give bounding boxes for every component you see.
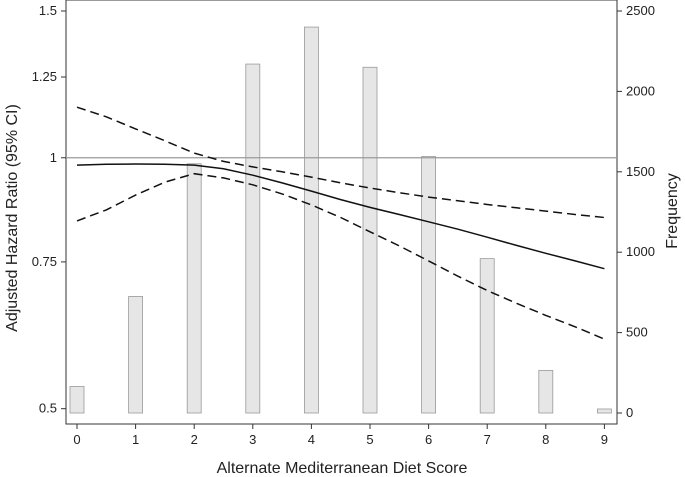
x-tick-label: 7: [484, 432, 491, 447]
frequency-bar: [362, 66, 378, 414]
y-right-tick-label: 0: [626, 405, 633, 420]
y-left-tick-label: 1.5: [39, 3, 57, 18]
y-axis-right-title: Frequency: [664, 173, 681, 249]
lower-ci-line: [76, 172, 605, 340]
y-left-tick-label: 0.75: [32, 254, 57, 269]
y-left-tick-label: 1: [50, 150, 57, 165]
x-tick-label: 3: [249, 432, 256, 447]
x-tick-label: 8: [542, 432, 549, 447]
frequency-bar: [245, 63, 261, 414]
y-right-tick-label: 500: [626, 325, 648, 340]
x-tick-label: 6: [425, 432, 432, 447]
y-right-tick-label: 2000: [626, 83, 655, 98]
upper-ci-line: [76, 106, 605, 219]
frequency-bar: [421, 156, 437, 414]
y-left-tick-label: 1.25: [32, 69, 57, 84]
x-tick-label: 5: [366, 432, 373, 447]
frequency-bar: [186, 163, 202, 414]
x-tick-label: 1: [132, 432, 139, 447]
y-axis-left-title: Adjusted Hazard Ratio (95% CI): [4, 104, 21, 332]
x-tick-label: 9: [601, 432, 608, 447]
hazard-ratio-line: [76, 163, 605, 270]
frequency-bar: [538, 369, 554, 414]
x-tick-label: 2: [191, 432, 198, 447]
y-left-tick-label: 0.5: [39, 401, 57, 416]
y-right-tick-label: 1500: [626, 164, 655, 179]
frequency-bar: [303, 26, 319, 414]
frequency-bar: [479, 258, 495, 414]
frequency-bar: [597, 408, 612, 414]
plot-area: 0.5 0.75 1 1.25 1.5 0 500 1000 1500 2000 2500 0 1 2 3 4…: [32, 0, 655, 447]
x-tick-label: 0: [73, 432, 80, 447]
frequency-bar: [69, 386, 85, 414]
plot-frame: [65, 0, 618, 425]
y-right-tick-label: 2500: [626, 3, 655, 18]
x-axis-title: Alternate Mediterranean Diet Score: [217, 460, 468, 477]
y-right-tick-label: 1000: [626, 244, 655, 259]
x-tick-label: 4: [308, 432, 315, 447]
frequency-bar: [128, 296, 144, 414]
